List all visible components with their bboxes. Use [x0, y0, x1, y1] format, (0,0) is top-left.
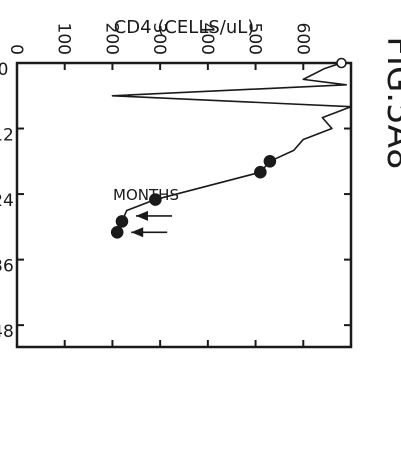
y-tick-label: 300: [149, 23, 169, 55]
y-tick-label: 600: [292, 23, 312, 55]
y-tick-label: 0: [6, 44, 26, 55]
arrow-head: [131, 227, 144, 238]
x-tick-label: 24: [0, 191, 14, 211]
data-point: [263, 155, 277, 168]
figure-label: FIG.5A8: [379, 36, 401, 169]
data-point: [115, 215, 129, 228]
data-point: [254, 165, 267, 179]
data-point: [110, 226, 124, 239]
y-tick-label: 100: [54, 23, 74, 55]
y-axis-ticks: 0 100 200 300 400 500 600: [6, 23, 312, 347]
x-axis-label: MONTHS: [113, 186, 179, 204]
y-tick-label: 400: [197, 23, 217, 55]
data-point: [149, 193, 162, 206]
y-tick-label: 500: [245, 23, 265, 55]
x-axis-ticks: 0 12 24 36 48: [0, 60, 351, 342]
arrow-head: [135, 210, 148, 221]
x-tick-label: 48: [0, 322, 14, 342]
y-axis-label: CD4 (CELLS/uL): [114, 17, 255, 38]
plot-frame: [15, 61, 353, 349]
data-point-open: [336, 57, 347, 69]
x-tick-label: 36: [0, 257, 14, 277]
series-line: [111, 62, 352, 233]
x-tick-label: 12: [0, 126, 14, 146]
plot-group: 0 12 24 36 48 0 100 200 300 400 500 600 MONTHS CD4…: [0, 17, 353, 349]
y-tick-label: 200: [101, 23, 121, 55]
x-tick-label: 0: [0, 60, 8, 80]
series-group: [110, 57, 352, 239]
